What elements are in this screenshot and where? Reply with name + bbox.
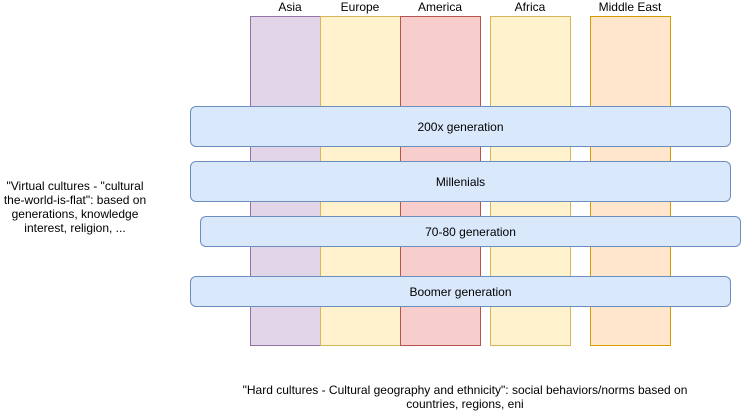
band-200x-generation[interactable]: 200x generation	[190, 106, 731, 147]
column-label-africa: Africa	[514, 0, 546, 14]
hard-cultures-note: "Hard cultures - Cultural geography and …	[242, 383, 688, 411]
column-label-america: America	[417, 0, 462, 14]
band-label: Millenials	[435, 174, 486, 189]
band-label: 200x generation	[417, 119, 504, 134]
virtual-cultures-note: "Virtual cultures - "cultural the-world-…	[3, 179, 147, 235]
band-label: Boomer generation	[409, 284, 512, 299]
column-label-middle-east: Middle East	[598, 0, 662, 14]
column-label-asia: Asia	[278, 0, 302, 14]
band-70-80-generation[interactable]: 70-80 generation	[200, 216, 741, 247]
band-label: 70-80 generation	[425, 224, 516, 239]
band-boomer-generation[interactable]: Boomer generation	[190, 276, 731, 307]
column-label-europe: Europe	[340, 0, 380, 14]
band-millenials[interactable]: Millenials	[190, 161, 731, 202]
